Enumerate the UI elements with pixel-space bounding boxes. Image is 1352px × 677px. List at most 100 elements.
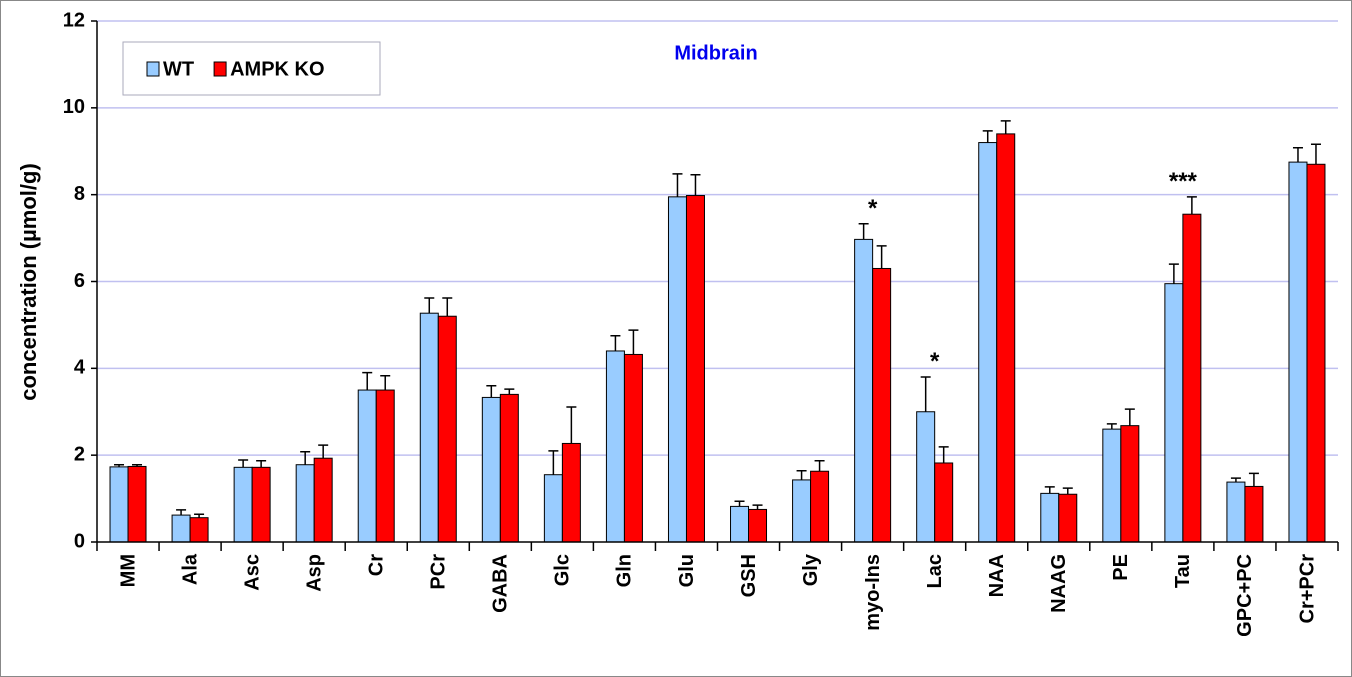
error-bar [1168,263,1179,284]
bar [419,312,439,543]
bar [295,464,315,543]
error-bar [566,406,577,444]
error-bar [628,329,639,355]
error-bar [1106,423,1117,430]
bar [748,508,768,543]
bar [667,196,687,543]
y-tick-label: 8 [74,183,85,205]
error-bar [734,500,745,507]
bar [499,393,519,543]
error-bar [876,245,887,269]
error-bar [1044,486,1055,494]
bar [1120,425,1140,543]
error-bar [362,371,373,391]
bar [1306,163,1326,543]
error-bar [1248,472,1259,487]
bar [934,462,954,543]
x-tick-label: Glu [676,554,698,587]
x-tick-label: NAA [986,554,1008,597]
bar [543,474,563,543]
bar [561,442,581,543]
y-axis-label: concentration (µmol/g) [16,163,41,401]
bar [357,389,377,543]
error-bar [300,450,311,465]
x-tick-label: Tau [1172,554,1194,588]
error-bar [672,173,683,197]
y-tick-label: 12 [63,9,85,31]
x-tick-label: PE [1110,554,1132,581]
error-bar [858,223,869,240]
bar [1288,161,1308,543]
error-bar [424,297,435,314]
bar [685,195,705,543]
x-tick-label: GABA [490,554,512,613]
bar [1164,283,1184,543]
y-tick-label: 6 [74,270,85,292]
significance-label: * [930,348,940,375]
error-bar [938,446,949,463]
bar [1040,492,1060,543]
error-bar [238,459,249,468]
bar [251,466,271,543]
x-tick-label: Cr [366,554,388,576]
x-tick-label: Gln [614,554,636,587]
bar [189,517,209,543]
bar [109,466,129,543]
legend-swatch [213,61,227,77]
error-bar [132,463,143,467]
bar [792,479,812,543]
legend-label: WT [163,58,194,80]
error-bar [114,463,125,467]
x-tick-label: Gly [800,553,822,586]
bar [1226,481,1246,543]
bar [1244,485,1264,543]
x-tick-label: myo-Ins [862,554,884,631]
error-bar [1230,477,1241,483]
bar [1182,213,1202,543]
error-bar [1186,196,1197,215]
error-bar [920,376,931,412]
x-tick-label: Ala [179,553,201,585]
x-tick-label: Cr+PCr [1296,554,1318,624]
x-tick-label: Glc [552,554,574,586]
legend-swatch [146,61,160,77]
error-bar [380,374,391,391]
y-tick-label: 0 [74,530,85,552]
x-tick-label: Asc [241,554,263,591]
bar [171,514,191,543]
significance-label: * [868,195,878,222]
x-tick-label: PCr [428,554,450,590]
error-bar [610,335,621,351]
error-bar [548,450,559,475]
error-bar [194,513,205,518]
bar [233,466,253,543]
y-tick-label: 2 [74,443,85,465]
x-tick-label: MM [117,554,139,587]
y-tick-label: 10 [63,96,85,118]
error-bar [1124,408,1135,426]
legend-label: AMPK KO [230,58,324,80]
bar [375,389,395,543]
x-tick-label: GSH [738,554,760,597]
error-bar [1292,147,1303,163]
bar [1102,428,1122,543]
chart-title: Midbrain [674,42,757,64]
bar [872,267,892,543]
bar [481,396,501,543]
error-bar [1062,487,1073,495]
bar [127,465,147,543]
error-bar [752,504,763,510]
bar [854,238,874,543]
error-bar [814,460,825,472]
error-bar [504,388,515,395]
x-tick-label: NAAG [1048,554,1070,613]
error-bar [1310,143,1321,165]
significance-label: *** [1169,168,1198,195]
bar [1058,493,1078,543]
x-tick-label: Lac [924,554,946,588]
bar [916,411,936,543]
x-tick-label: Asp [303,554,325,592]
bar [313,457,333,543]
bar [996,133,1016,543]
